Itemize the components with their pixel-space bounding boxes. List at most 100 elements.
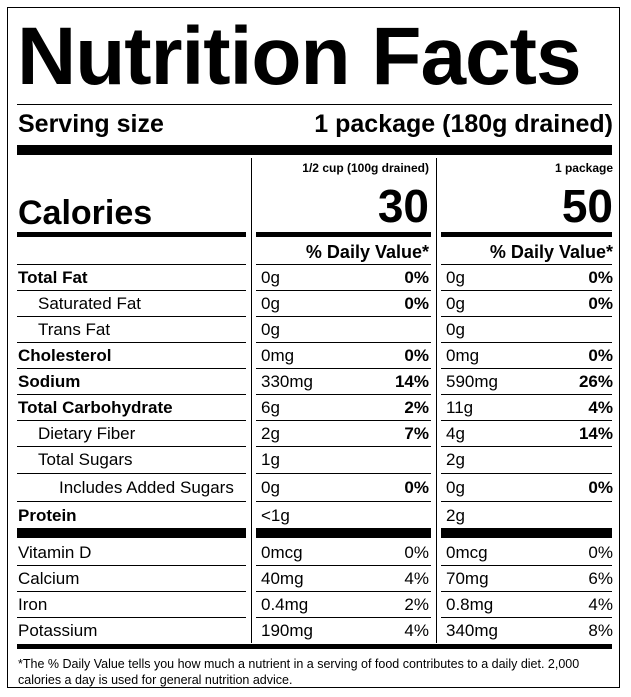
column-2-amount: 340mg <box>446 621 498 640</box>
row-divider <box>256 316 431 317</box>
table-row: Cholesterol 0mg 0% 0mg 0% <box>8 343 619 369</box>
column-1-amount: 2g <box>261 424 280 443</box>
column-2-daily-value: 6% <box>588 569 613 588</box>
table-row: Calcium 40mg 4% 70mg 6% <box>8 566 619 592</box>
row-divider <box>441 290 612 291</box>
nutrient-name-vitamin-d: Vitamin D <box>18 543 92 562</box>
column-1-amount: 0mg <box>261 346 295 365</box>
column-2-amount: 0g <box>446 478 465 497</box>
column-1-daily-value: 0% <box>404 268 429 287</box>
nutrient-name-total-carbohydrate: Total Carbohydrate <box>18 398 173 417</box>
row-divider <box>17 473 246 474</box>
column-2-amount: 2g <box>446 450 465 469</box>
row-divider <box>441 591 612 592</box>
table-row: Total Fat 0g 0% 0g 0% <box>8 265 619 291</box>
table-row: Vitamin D 0mcg 0% 0mcg 0% <box>8 540 619 566</box>
table-row: Sodium 330mg 14% 590mg 26% <box>8 369 619 395</box>
column-2-amount: 11g <box>446 398 474 417</box>
column-2-amount: 590mg <box>446 372 498 391</box>
row-divider <box>17 368 246 369</box>
column-1-header: 1/2 cup (100g drained) <box>302 161 429 175</box>
title-divider <box>17 104 612 105</box>
table-row: Total Carbohydrate 6g 2% 11g 4% <box>8 395 619 421</box>
row-divider <box>256 420 431 421</box>
row-divider <box>17 420 246 421</box>
column-1-calories: 30 <box>377 180 429 232</box>
column-1-amount: 1g <box>261 450 280 469</box>
nutrient-name-dietary-fiber: Dietary Fiber <box>38 424 136 443</box>
table-row: Trans Fat 0g 0g <box>8 317 619 343</box>
column-1-amount: 6g <box>261 398 280 417</box>
nutrient-name-total-fat: Total Fat <box>18 268 88 287</box>
row-divider <box>441 565 612 566</box>
vitamins-bar-label <box>17 528 246 538</box>
footnote-bar <box>17 644 612 649</box>
nutrient-name-calcium: Calcium <box>18 569 80 588</box>
row-divider <box>17 342 246 343</box>
column-1-amount: 330mg <box>261 372 313 391</box>
column-2-amount: 4g <box>446 424 465 443</box>
column-divider-2 <box>436 158 437 643</box>
row-divider <box>256 394 431 395</box>
row-divider <box>256 342 431 343</box>
nutrient-name-potassium: Potassium <box>18 621 98 640</box>
column-1-amount: 0g <box>261 294 280 313</box>
column-1-amount: 40mg <box>261 569 304 588</box>
row-divider <box>17 565 246 566</box>
table-row: Iron 0.4mg 2% 0.8mg 4% <box>8 592 619 618</box>
column-1-dv-header: % Daily Value* <box>305 242 429 262</box>
row-divider <box>256 591 431 592</box>
row-divider <box>441 394 612 395</box>
label-title: Nutrition Facts <box>17 11 582 102</box>
row-divider <box>17 394 246 395</box>
column-2-daily-value: 8% <box>588 621 613 640</box>
calories-bar-label <box>17 232 246 237</box>
table-row: Total Sugars 1g 2g <box>8 447 619 473</box>
row-divider <box>256 446 431 447</box>
calories-label: Calories <box>18 194 153 232</box>
column-2-amount: 0g <box>446 294 465 313</box>
column-2-header: 1 package <box>554 161 613 175</box>
row-divider <box>441 420 612 421</box>
vitamins-bar-col2 <box>441 528 612 538</box>
column-2-amount: 0.8mg <box>446 595 494 614</box>
table-row: Includes Added Sugars 0g 0% 0g 0% <box>8 475 619 501</box>
column-2-amount: 0g <box>446 320 465 339</box>
row-divider <box>256 565 431 566</box>
row-divider <box>441 342 612 343</box>
row-divider <box>17 591 246 592</box>
column-2-amount: 2g <box>446 506 465 525</box>
column-2-amount: 0g <box>446 268 465 287</box>
nutrient-name-includes-added-sugars: Includes Added Sugars <box>59 478 234 497</box>
column-1-daily-value: 0% <box>404 478 429 497</box>
nutrition-facts-label: Nutrition Facts Serving size 1 package (… <box>7 7 620 688</box>
vitamins-bar-col1 <box>256 528 431 538</box>
column-2-daily-value: 0% <box>588 478 613 497</box>
table-row: Potassium 190mg 4% 340mg 8% <box>8 618 619 644</box>
column-divider-1 <box>251 158 252 643</box>
serving-size-label: Serving size <box>18 110 164 138</box>
column-1-amount: 190mg <box>261 621 313 640</box>
column-2-daily-value: 0% <box>588 543 613 562</box>
column-1-daily-value: 0% <box>404 294 429 313</box>
column-2-daily-value: 0% <box>588 346 613 365</box>
calories-bar-col1 <box>256 232 431 237</box>
row-divider <box>441 617 612 618</box>
column-2-amount: 0mcg <box>446 543 488 562</box>
row-divider <box>441 473 612 474</box>
column-2-daily-value: 4% <box>588 595 613 614</box>
serving-thick-bar <box>17 145 612 155</box>
column-1-amount: 0g <box>261 268 280 287</box>
column-1-daily-value: 0% <box>404 346 429 365</box>
row-divider <box>17 290 246 291</box>
column-1-amount: 0.4mg <box>261 595 309 614</box>
column-2-daily-value: 4% <box>588 398 613 417</box>
column-1-daily-value: 2% <box>404 595 429 614</box>
row-divider <box>441 501 612 502</box>
column-1-daily-value: 4% <box>404 621 429 640</box>
row-divider <box>17 617 246 618</box>
row-divider <box>441 316 612 317</box>
column-1-daily-value: 7% <box>404 424 429 443</box>
table-row: Protein <1g 2g <box>8 503 619 529</box>
column-2-dv-header: % Daily Value* <box>489 242 613 262</box>
